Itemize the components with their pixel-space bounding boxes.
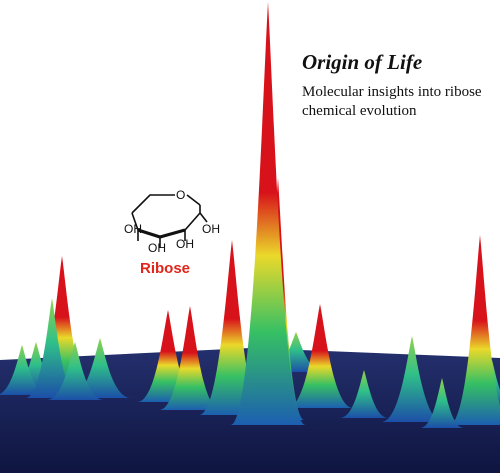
hydroxyl-label-c1: OH [202, 222, 220, 236]
peak-2 [9, 342, 63, 392]
peak-15 [381, 336, 443, 422]
ribose-structure [131, 194, 208, 248]
peak-8 [137, 310, 199, 402]
peak-4 [0, 345, 49, 395]
hydroxyl-label-c4: OH [176, 237, 194, 251]
hydroxyl-label-c2: OH [124, 222, 142, 236]
peak-1 [267, 332, 325, 372]
peak-17 [449, 235, 500, 425]
peak-16 [230, 2, 306, 425]
peak-group [0, 2, 500, 428]
peak-9 [287, 304, 353, 408]
page-subtitle: Molecular insights into ribose chemical … [302, 84, 482, 119]
hydroxyl-label-c3: OH [148, 241, 166, 255]
peak-11 [159, 306, 221, 410]
peak-18 [420, 378, 464, 428]
peak-3 [31, 256, 93, 392]
page-title: Origin of Life [302, 50, 423, 74]
peak-12 [199, 240, 265, 415]
peak-5 [25, 298, 79, 398]
peak-13 [339, 370, 389, 418]
peak-6 [69, 338, 131, 398]
peak-7 [46, 342, 104, 400]
ring-oxygen-label: O [176, 188, 185, 202]
ribose-label: Ribose [140, 260, 191, 277]
